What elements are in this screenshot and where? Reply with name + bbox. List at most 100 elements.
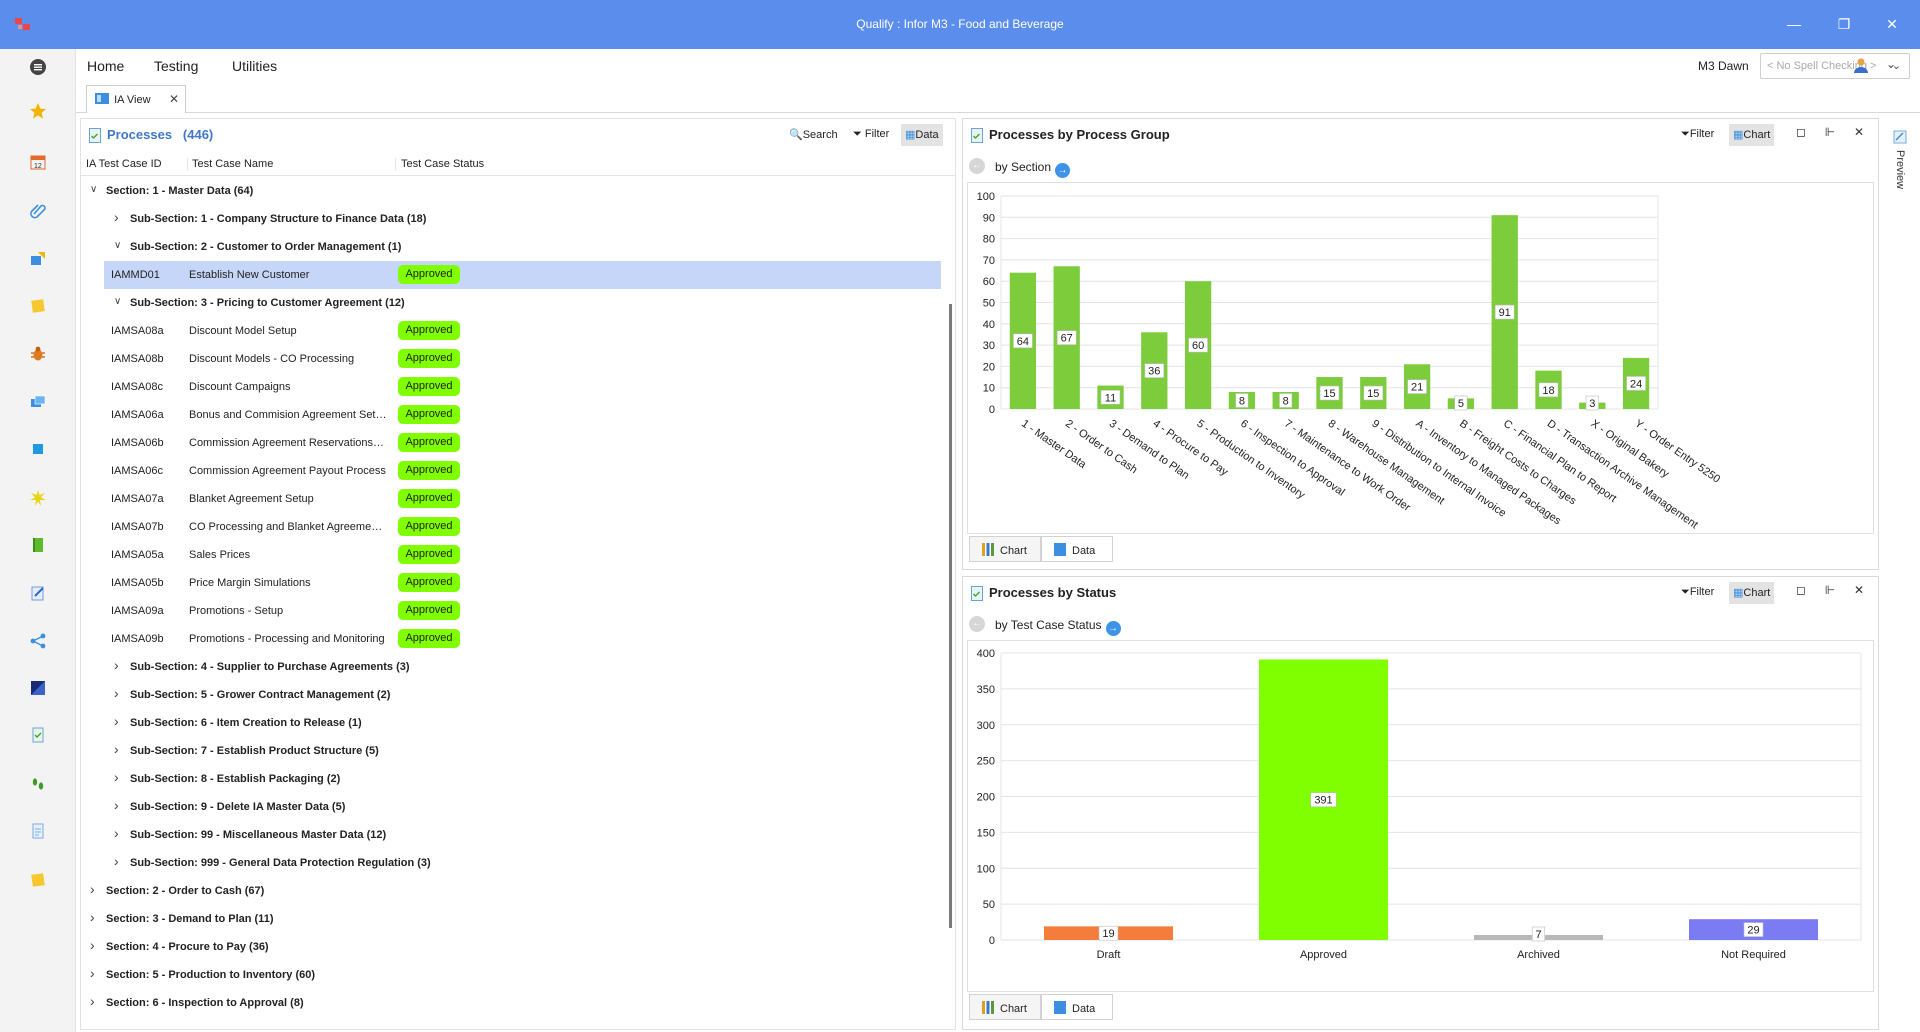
section-group-row[interactable]: › Section: 4 - Procure to Pay (36) <box>81 933 941 961</box>
group-tab-chart[interactable]: Chart <box>969 536 1041 562</box>
square-icon[interactable] <box>29 440 47 458</box>
chevron-right-icon[interactable]: › <box>90 909 95 925</box>
pin-icon[interactable]: ⊩ <box>1824 125 1836 139</box>
chevron-right-icon[interactable]: › <box>90 965 95 981</box>
subsection-group-row[interactable]: ∨ Sub-Section: 2 - Customer to Order Mana… <box>81 233 941 261</box>
book-icon[interactable] <box>29 536 47 554</box>
import-icon[interactable] <box>29 250 47 268</box>
table-row[interactable]: IAMSA06b Commission Agreement Reservation… <box>104 429 941 457</box>
table-row[interactable]: IAMSA07a Blanket Agreement Setup Approved <box>104 485 941 513</box>
subsection-group-row[interactable]: › Sub-Section: 6 - Item Creation to Relea… <box>81 709 941 737</box>
notes-icon[interactable] <box>29 297 47 315</box>
column-header-status[interactable]: Test Case Status <box>395 158 484 170</box>
menu-utilities[interactable]: Utilities <box>232 58 278 74</box>
dashboard-icon[interactable] <box>29 679 47 697</box>
data-view-button[interactable]: ▦Data <box>901 124 943 146</box>
chevron-down-icon[interactable]: ∨ <box>114 240 122 251</box>
section-group-row[interactable]: › Section: 6 - Inspection to Approval (8) <box>81 989 941 1017</box>
subsection-group-row[interactable]: › Sub-Section: 9 - Delete IA Master Data … <box>81 793 941 821</box>
status-filter-button[interactable]: ⏷Filter <box>1681 586 1715 598</box>
chevron-down-icon[interactable]: ∨ <box>114 296 122 307</box>
workflow-icon[interactable] <box>29 632 47 650</box>
table-row[interactable]: IAMMD01 Establish New Customer Approved <box>104 261 941 289</box>
subsection-group-row[interactable]: › Sub-Section: 5 - Grower Contract Manage… <box>81 681 941 709</box>
spell-check-select[interactable]: < No Spell Checking > ⌄ <box>1760 53 1910 79</box>
chevron-right-icon[interactable]: › <box>114 769 119 785</box>
table-row[interactable]: IAMSA05a Sales Prices Approved <box>104 541 941 569</box>
chevron-right-icon[interactable]: › <box>114 853 119 869</box>
search-button[interactable]: 🔍Search <box>789 129 838 141</box>
bug-icon[interactable] <box>29 345 47 363</box>
chevron-right-icon[interactable]: › <box>114 797 119 813</box>
maximize-icon[interactable]: ◻ <box>1796 583 1806 597</box>
group-chart-button[interactable]: ▦Chart <box>1729 124 1775 146</box>
subsection-group-row[interactable]: › Sub-Section: 7 - Establish Product Stru… <box>81 737 941 765</box>
document-icon[interactable] <box>29 822 47 840</box>
chevron-right-icon[interactable]: › <box>114 825 119 841</box>
subsection-group-row[interactable]: ∨ Sub-Section: 3 - Pricing to Customer Ag… <box>81 289 941 317</box>
table-row[interactable]: IAMSA05b Price Margin Simulations Approved <box>104 569 941 597</box>
favorites-star-icon[interactable] <box>29 102 47 120</box>
footsteps-icon[interactable] <box>29 775 47 793</box>
calendar-icon[interactable]: 12 <box>29 153 47 171</box>
subsection-group-row[interactable]: › Sub-Section: 4 - Supplier to Purchase A… <box>81 653 941 681</box>
close-window-icon[interactable]: ✕ <box>1886 16 1898 32</box>
status-tab-data[interactable]: Data <box>1041 994 1113 1020</box>
edit-document-icon[interactable] <box>29 584 47 602</box>
section-group-row[interactable]: ∨ Section: 1 - Master Data (64) <box>81 177 941 205</box>
chevron-right-icon[interactable]: › <box>114 209 119 225</box>
table-row[interactable]: IAMSA08b Discount Models - CO Processing A… <box>104 345 941 373</box>
close-panel-icon[interactable]: ✕ <box>1853 125 1865 139</box>
test-document-icon[interactable] <box>29 726 47 744</box>
table-row[interactable]: IAMSA07b CO Processing and Blanket Agreem… <box>104 513 941 541</box>
subsection-group-row[interactable]: › Sub-Section: 1 - Company Structure to F… <box>81 205 941 233</box>
restore-icon[interactable]: ❐ <box>1837 16 1851 32</box>
back-arrow-icon[interactable]: ← <box>969 158 985 174</box>
subsection-group-row[interactable]: › Sub-Section: 8 - Establish Packaging (2… <box>81 765 941 793</box>
pin-icon[interactable]: ⊩ <box>1824 583 1836 597</box>
table-row[interactable]: IAMSA09b Promotions - Processing and Moni… <box>104 625 941 653</box>
forward-arrow-icon[interactable]: → <box>1105 621 1121 636</box>
forward-arrow-icon[interactable]: → <box>1055 163 1071 178</box>
minimize-icon[interactable]: — <box>1787 16 1801 32</box>
back-arrow-icon[interactable]: ← <box>969 616 985 632</box>
table-row[interactable]: IAMSA08c Discount Campaigns Approved <box>104 373 941 401</box>
preview-side-tab[interactable]: Preview <box>1888 130 1914 230</box>
table-row[interactable]: IAMSA08a Discount Model Setup Approved <box>104 317 941 345</box>
close-panel-icon[interactable]: ✕ <box>1853 583 1865 597</box>
star-burst-icon[interactable] <box>29 489 47 507</box>
close-tab-icon[interactable]: ✕ <box>168 92 179 106</box>
chevron-right-icon[interactable]: › <box>114 657 119 673</box>
menu-home[interactable]: Home <box>87 58 125 74</box>
column-header-id[interactable]: IA Test Case ID <box>86 158 162 170</box>
subsection-group-row[interactable]: › Sub-Section: 999 - General Data Protect… <box>81 849 941 877</box>
chevron-right-icon[interactable]: › <box>90 881 95 897</box>
table-row[interactable]: IAMSA09a Promotions - Setup Approved <box>104 597 941 625</box>
sticky-note-icon[interactable] <box>29 871 47 889</box>
chevron-right-icon[interactable]: › <box>114 713 119 729</box>
table-row[interactable]: IAMSA06c Commission Agreement Payout Proc… <box>104 457 941 485</box>
column-header-name[interactable]: Test Case Name <box>187 158 273 170</box>
filter-button[interactable]: ⏷ Filter <box>853 128 890 140</box>
attachment-icon[interactable] <box>29 202 47 220</box>
chevron-right-icon[interactable]: › <box>114 741 119 757</box>
vertical-scrollbar[interactable] <box>949 304 952 928</box>
chevron-right-icon[interactable]: › <box>114 685 119 701</box>
windows-icon[interactable] <box>29 393 47 411</box>
chevron-right-icon[interactable]: › <box>90 937 95 953</box>
chevron-right-icon[interactable]: › <box>90 993 95 1009</box>
status-chart-button[interactable]: ▦Chart <box>1729 582 1775 604</box>
group-filter-button[interactable]: ⏷Filter <box>1681 128 1715 140</box>
menu-testing[interactable]: Testing <box>154 58 199 74</box>
subsection-group-row[interactable]: › Sub-Section: 99 - Miscellaneous Master … <box>81 821 941 849</box>
tab-ia-view[interactable]: IA View ✕ <box>86 85 186 113</box>
group-tab-data[interactable]: Data <box>1041 536 1113 562</box>
section-group-row[interactable]: › Section: 3 - Demand to Plan (11) <box>81 905 941 933</box>
status-tab-chart[interactable]: Chart <box>969 994 1041 1020</box>
user-menu-chevron-icon[interactable]: ⌄ <box>1886 57 1897 71</box>
section-group-row[interactable]: › Section: 5 - Production to Inventory (6… <box>81 961 941 989</box>
section-group-row[interactable]: › Section: 2 - Order to Cash (67) <box>81 877 941 905</box>
chevron-down-icon[interactable]: ∨ <box>90 184 98 195</box>
table-row[interactable]: IAMSA06a Bonus and Commision Agreement Se… <box>104 401 941 429</box>
user-avatar-icon[interactable] <box>1852 56 1870 74</box>
